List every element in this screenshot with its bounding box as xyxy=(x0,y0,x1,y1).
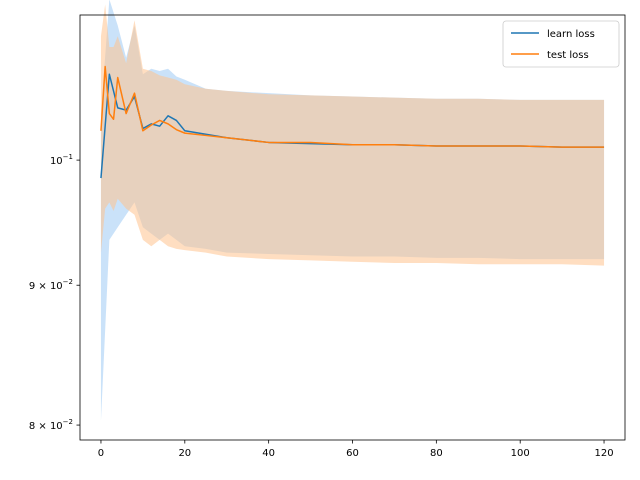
confidence-bands xyxy=(100,0,605,421)
y-tick-label: 10−1 xyxy=(50,153,73,167)
x-tick-label: 0 xyxy=(98,448,104,459)
x-tick-label: 120 xyxy=(594,448,613,459)
series-lines xyxy=(100,65,605,179)
x-tick-label: 40 xyxy=(262,448,275,459)
x-tick-label: 80 xyxy=(430,448,443,459)
y-tick-label: 9 × 10−2 xyxy=(29,278,73,292)
legend: learn loss test loss xyxy=(502,20,620,68)
x-axis: 0 20 40 60 80 100 120 xyxy=(98,440,614,459)
x-tick-label: 100 xyxy=(511,448,530,459)
test-loss-band xyxy=(100,4,605,266)
legend-label-learn-loss: learn loss xyxy=(547,29,595,40)
y-axis: 8 × 10−2 9 × 10−2 10−1 xyxy=(29,153,80,432)
y-tick-label: 8 × 10−2 xyxy=(29,418,73,432)
x-tick-label: 20 xyxy=(178,448,191,459)
legend-label-test-loss: test loss xyxy=(547,50,589,61)
test-loss-line xyxy=(100,65,605,148)
x-tick-label: 60 xyxy=(346,448,359,459)
